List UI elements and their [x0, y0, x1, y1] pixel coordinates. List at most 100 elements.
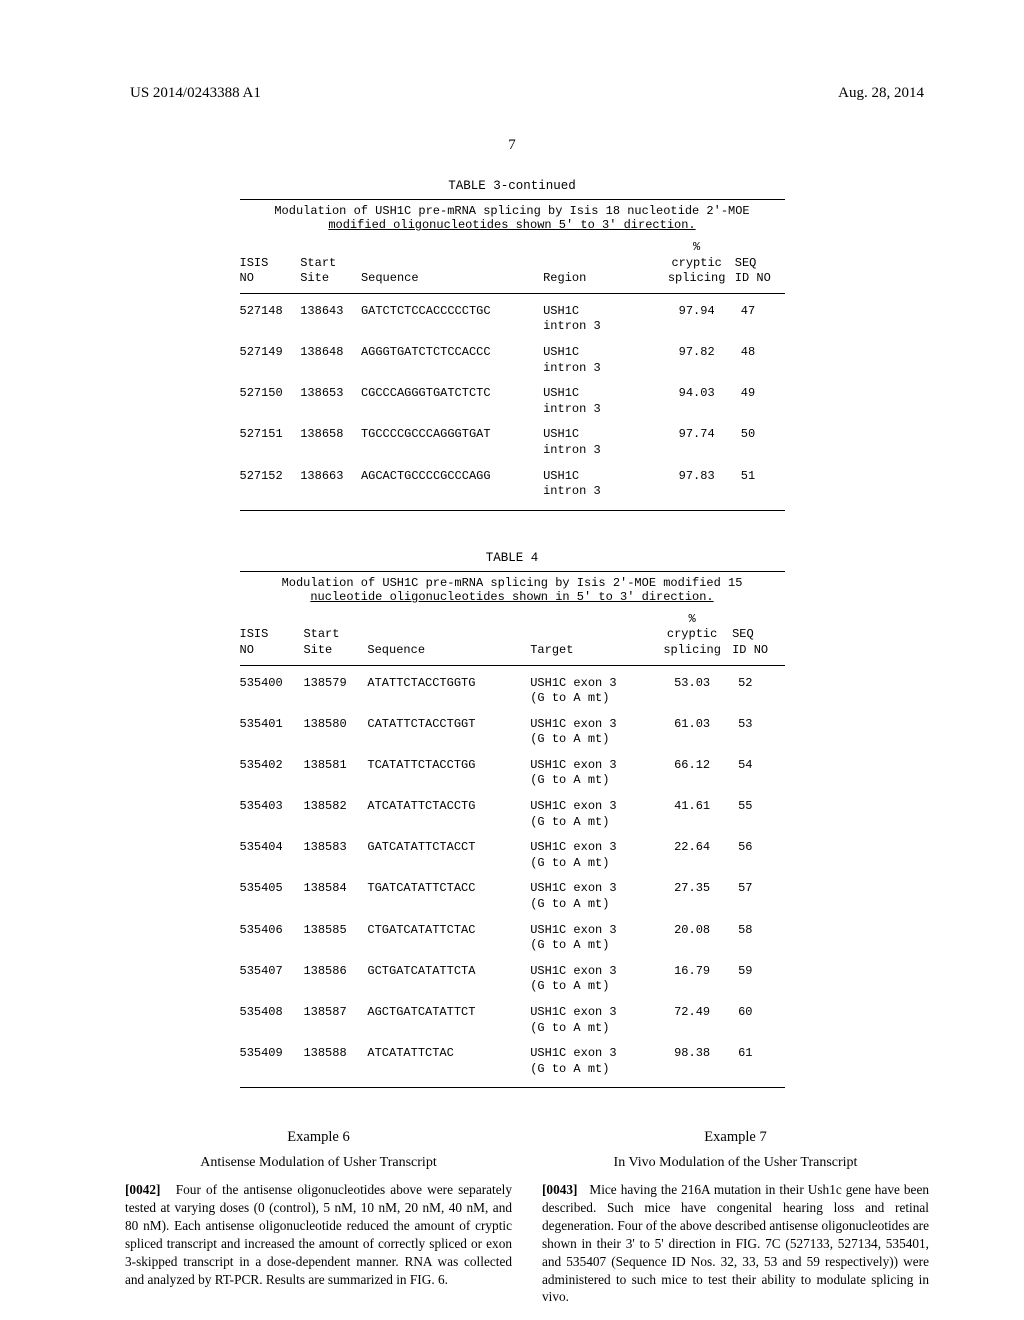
cell-seqid: 58 [732, 913, 784, 954]
page-header: US 2014/0243388 A1 Aug. 28, 2014 [0, 0, 1024, 102]
cell-target: USH1C exon 3 (G to A mt) [530, 871, 658, 912]
cell-seqid: 57 [732, 871, 784, 912]
example6-body: Four of the antisense oligonucleotides a… [125, 1182, 512, 1287]
cell-seq: AGGGTGATCTCTCCACCC [361, 335, 543, 376]
cell-isis: 535402 [240, 748, 304, 789]
cell-isis: 535400 [240, 665, 304, 707]
table3-header-row: ISIS NO Start Site Sequence Region % cry… [240, 236, 785, 293]
page-number: 7 [0, 137, 1024, 154]
cell-target: USH1C exon 3 (G to A mt) [530, 665, 658, 707]
col-sequence: Sequence [367, 608, 530, 665]
cell-isis: 535405 [240, 871, 304, 912]
cell-target: USH1C exon 3 (G to A mt) [530, 789, 658, 830]
cell-target: USH1C exon 3 (G to A mt) [530, 954, 658, 995]
cell-pct: 22.64 [658, 830, 732, 871]
cell-pct: 97.83 [665, 459, 735, 511]
cell-seqid: 54 [732, 748, 784, 789]
table-4: TABLE 4 Modulation of USH1C pre-mRNA spl… [240, 551, 785, 1089]
cell-isis: 527148 [240, 293, 301, 335]
cell-seq: GATCATATTCTACCT [367, 830, 530, 871]
col-start: Start Site [300, 236, 361, 293]
table4: ISIS NO Start Site Sequence Target % cry… [240, 608, 785, 1089]
example6-title: Example 6 [125, 1128, 512, 1148]
cell-pct: 97.74 [665, 417, 735, 458]
table3-caption-line1: Modulation of USH1C pre-mRNA splicing by… [274, 204, 749, 218]
cell-region: USH1C intron 3 [543, 417, 664, 458]
cell-start: 138583 [303, 830, 367, 871]
cell-pct: 27.35 [658, 871, 732, 912]
example7-subtitle: In Vivo Modulation of the Usher Transcri… [542, 1154, 929, 1173]
col-seqid: SEQ ID NO [735, 236, 785, 293]
table4-title: TABLE 4 [240, 551, 785, 565]
cell-seq: GCTGATCATATTCTA [367, 954, 530, 995]
cell-start: 138580 [303, 707, 367, 748]
table-row: 527148138643GATCTCTCCACCCCCTGCUSH1C intr… [240, 293, 785, 335]
table-row: 535404138583GATCATATTCTACCTUSH1C exon 3 … [240, 830, 785, 871]
example7-title: Example 7 [542, 1128, 929, 1148]
cell-seq: ATATTCTACCTGGTG [367, 665, 530, 707]
table3-caption-line2: modified oligonucleotides shown 5' to 3'… [328, 218, 695, 232]
pub-date: Aug. 28, 2014 [838, 85, 924, 102]
cell-seqid: 59 [732, 954, 784, 995]
cell-pct: 20.08 [658, 913, 732, 954]
table-row: 535408138587AGCTGATCATATTCTUSH1C exon 3 … [240, 995, 785, 1036]
table4-header-row: ISIS NO Start Site Sequence Target % cry… [240, 608, 785, 665]
cell-isis: 527151 [240, 417, 301, 458]
cell-start: 138648 [300, 335, 361, 376]
cell-seq: TCATATTCTACCTGG [367, 748, 530, 789]
table-row: 535406138585CTGATCATATTCTACUSH1C exon 3 … [240, 913, 785, 954]
cell-seqid: 47 [735, 293, 785, 335]
cell-start: 138585 [303, 913, 367, 954]
col-target: Target [530, 608, 658, 665]
table-row: 535401138580CATATTCTACCTGGTUSH1C exon 3 … [240, 707, 785, 748]
cell-seq: ATCATATTCTACCTG [367, 789, 530, 830]
table-row: 535407138586GCTGATCATATTCTAUSH1C exon 3 … [240, 954, 785, 995]
cell-pct: 41.61 [658, 789, 732, 830]
cell-start: 138658 [300, 417, 361, 458]
cell-isis: 535407 [240, 954, 304, 995]
cell-target: USH1C exon 3 (G to A mt) [530, 1036, 658, 1088]
table-row: 535403138582ATCATATTCTACCTGUSH1C exon 3 … [240, 789, 785, 830]
cell-start: 138586 [303, 954, 367, 995]
cell-target: USH1C exon 3 (G to A mt) [530, 830, 658, 871]
cell-isis: 535409 [240, 1036, 304, 1088]
cell-pct: 61.03 [658, 707, 732, 748]
cell-seq: TGATCATATTCTACC [367, 871, 530, 912]
cell-start: 138643 [300, 293, 361, 335]
col-pct: % cryptic splicing [665, 236, 735, 293]
cell-pct: 66.12 [658, 748, 732, 789]
cell-pct: 98.38 [658, 1036, 732, 1088]
para-num: [0042] [125, 1182, 160, 1197]
table3: ISIS NO Start Site Sequence Region % cry… [240, 236, 785, 511]
cell-seqid: 53 [732, 707, 784, 748]
cell-isis: 527149 [240, 335, 301, 376]
table-row: 535400138579ATATTCTACCTGGTGUSH1C exon 3 … [240, 665, 785, 707]
body-columns: Example 6 Antisense Modulation of Usher … [0, 1088, 1024, 1306]
table-row: 535409138588ATCATATTCTACUSH1C exon 3 (G … [240, 1036, 785, 1088]
col-sequence: Sequence [361, 236, 543, 293]
cell-isis: 535401 [240, 707, 304, 748]
cell-isis: 535404 [240, 830, 304, 871]
left-column: Example 6 Antisense Modulation of Usher … [125, 1128, 512, 1306]
cell-start: 138587 [303, 995, 367, 1036]
cell-seqid: 56 [732, 830, 784, 871]
cell-start: 138584 [303, 871, 367, 912]
example6-subtitle: Antisense Modulation of Usher Transcript [125, 1154, 512, 1173]
table-row: 527150138653CGCCCAGGGTGATCTCTCUSH1C intr… [240, 376, 785, 417]
table-3-continued: TABLE 3-continued Modulation of USH1C pr… [240, 179, 785, 511]
col-region: Region [543, 236, 664, 293]
cell-seq: CATATTCTACCTGGT [367, 707, 530, 748]
col-isis: ISIS NO [240, 236, 301, 293]
cell-region: USH1C intron 3 [543, 459, 664, 511]
cell-seqid: 51 [735, 459, 785, 511]
cell-seq: CGCCCAGGGTGATCTCTC [361, 376, 543, 417]
cell-seq: AGCACTGCCCCGCCCAGG [361, 459, 543, 511]
cell-isis: 535403 [240, 789, 304, 830]
cell-target: USH1C exon 3 (G to A mt) [530, 707, 658, 748]
cell-start: 138588 [303, 1036, 367, 1088]
table-row: 527151138658TGCCCCGCCCAGGGTGATUSH1C intr… [240, 417, 785, 458]
cell-seq: TGCCCCGCCCAGGGTGAT [361, 417, 543, 458]
cell-start: 138581 [303, 748, 367, 789]
cell-pct: 97.82 [665, 335, 735, 376]
cell-region: USH1C intron 3 [543, 293, 664, 335]
